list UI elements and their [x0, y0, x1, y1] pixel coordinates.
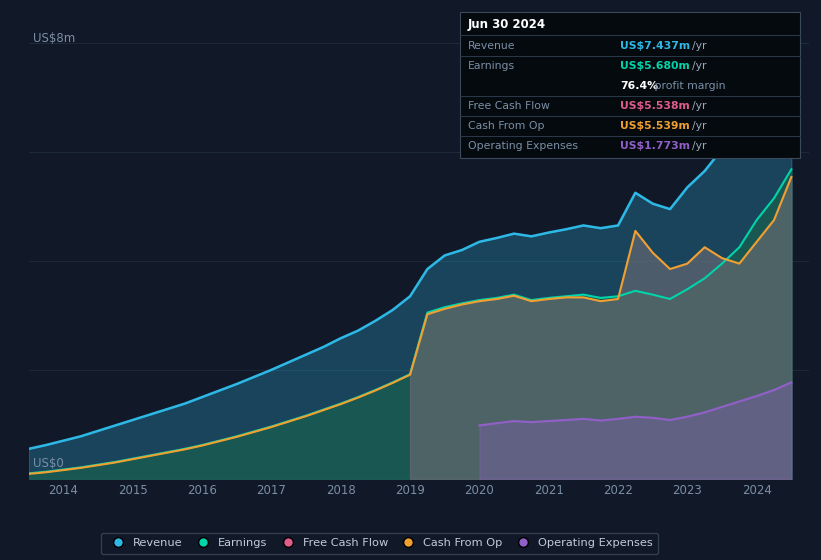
Text: Revenue: Revenue	[468, 41, 516, 52]
Text: US$5.538m: US$5.538m	[620, 101, 690, 111]
Text: US$5.680m: US$5.680m	[620, 62, 690, 71]
Text: US$8m: US$8m	[33, 32, 75, 45]
Text: /yr: /yr	[692, 62, 707, 71]
Text: /yr: /yr	[692, 122, 707, 131]
Text: profit margin: profit margin	[651, 81, 726, 91]
Text: Free Cash Flow: Free Cash Flow	[468, 101, 550, 111]
Text: /yr: /yr	[692, 41, 707, 52]
Text: US$0: US$0	[33, 456, 63, 469]
Legend: Revenue, Earnings, Free Cash Flow, Cash From Op, Operating Expenses: Revenue, Earnings, Free Cash Flow, Cash …	[101, 533, 658, 554]
Text: Jun 30 2024: Jun 30 2024	[468, 18, 546, 31]
Text: 76.4%: 76.4%	[620, 81, 658, 91]
Text: US$7.437m: US$7.437m	[620, 41, 690, 52]
Text: Cash From Op: Cash From Op	[468, 122, 544, 131]
Text: US$5.539m: US$5.539m	[620, 122, 690, 131]
Text: US$1.773m: US$1.773m	[620, 141, 690, 151]
Text: Earnings: Earnings	[468, 62, 515, 71]
Text: Operating Expenses: Operating Expenses	[468, 141, 578, 151]
Text: /yr: /yr	[692, 101, 707, 111]
Text: /yr: /yr	[692, 141, 707, 151]
